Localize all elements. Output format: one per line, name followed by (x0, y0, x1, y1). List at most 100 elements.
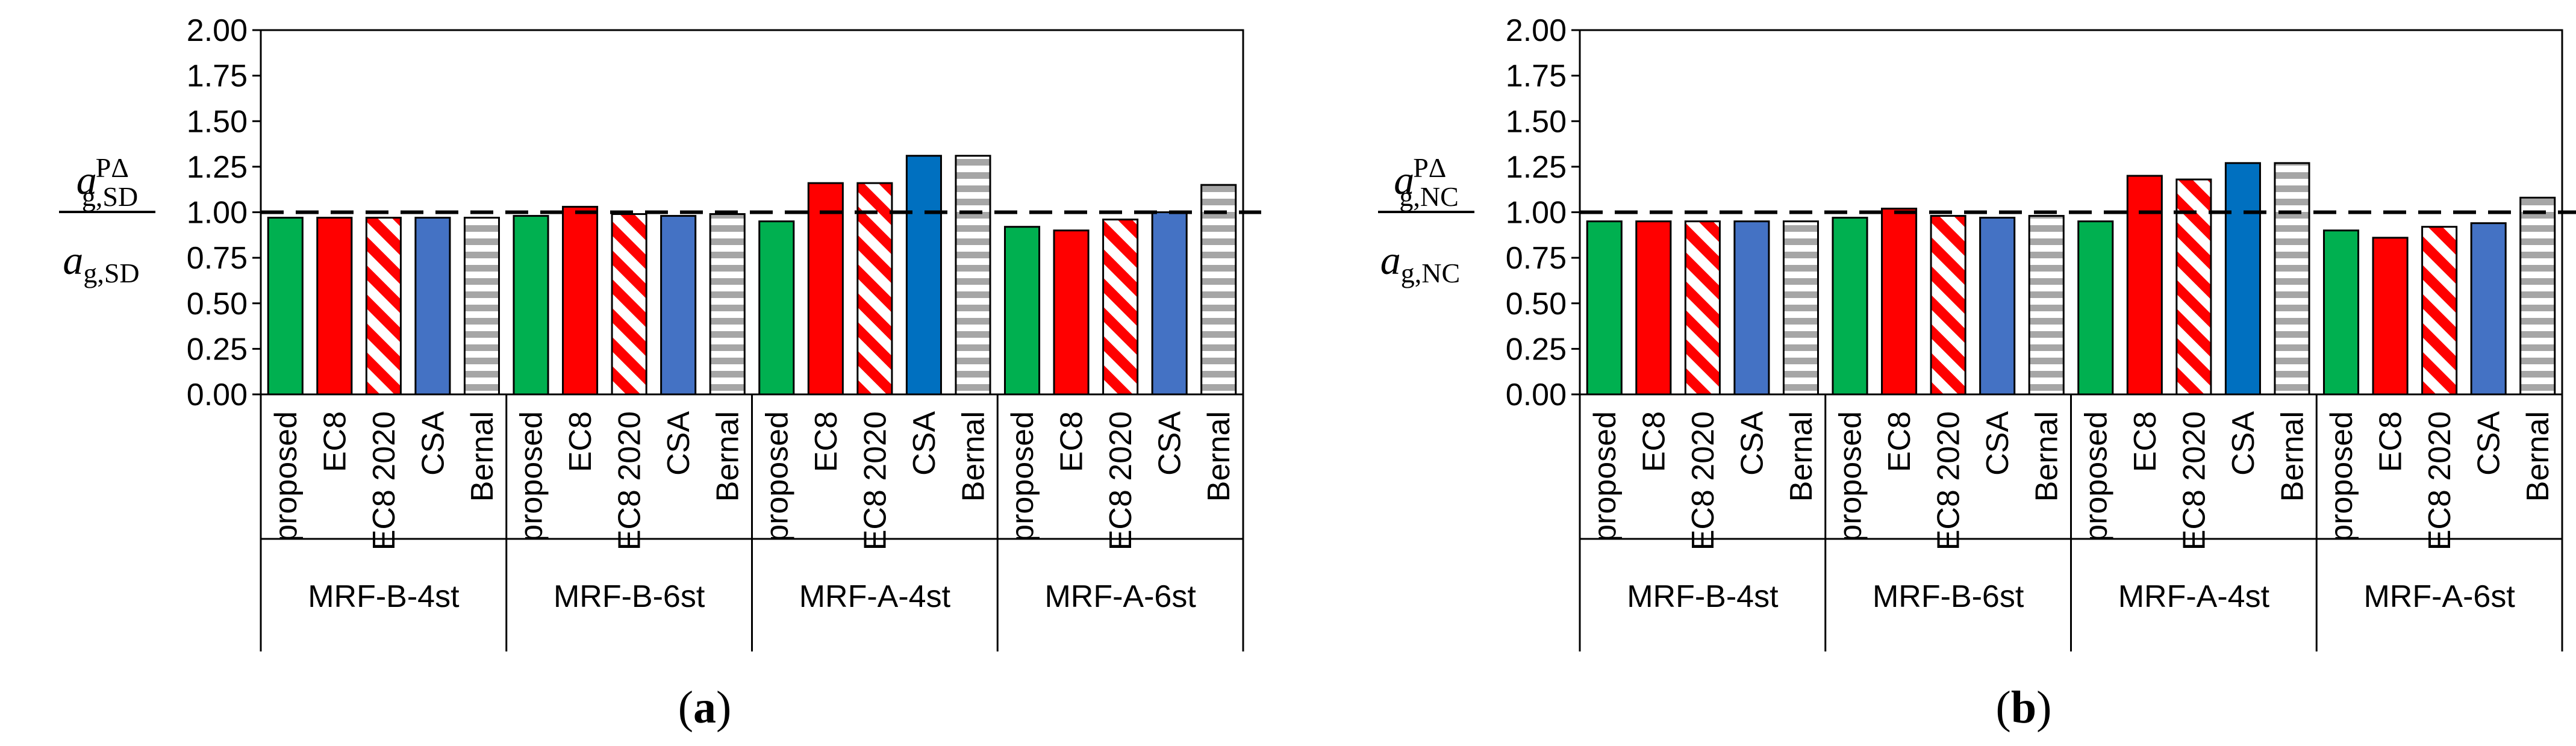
bar-MRF-A-6st-EC8 (2372, 237, 2409, 396)
x-group-label: MRF-A-6st (2363, 579, 2515, 614)
x-category-label: Bernal (1784, 411, 1819, 502)
bar-MRF-A-4st-proposed (2077, 220, 2114, 396)
bar-MRF-B-6st-CSA (660, 215, 697, 396)
bar-MRF-B-4st-EC8 (1635, 220, 1672, 396)
x-category-label: EC8 (1882, 411, 1917, 472)
y-tick-label: 1.50 (1506, 104, 1567, 139)
bar-MRF-A-6st-CSA (1151, 211, 1188, 396)
x-group-label: MRF-B-6st (554, 579, 705, 614)
bar-MRF-B-6st-EC8 (562, 205, 599, 396)
x-category-label: CSA (1153, 411, 1188, 476)
y-axis-label-denominator: ag,SD (63, 237, 139, 288)
y-tick-label: 0.50 (1506, 287, 1567, 322)
x-group-label: MRF-B-4st (308, 579, 460, 614)
y-axis-label-numerator: aPΔ g,NC (1394, 152, 1459, 212)
bar-MRF-B-6st-EC8-2020 (611, 213, 647, 396)
x-category-label: EC8 (1636, 411, 1671, 472)
y-tick-label: 1.25 (187, 150, 248, 185)
y-tick-label: 0.00 (1506, 378, 1567, 412)
x-category-label: EC8 (317, 411, 352, 472)
x-category-label: proposed (1833, 411, 1868, 542)
bar-MRF-B-4st-EC8-2020 (1684, 220, 1721, 396)
y-tick-label: 2.00 (187, 13, 248, 48)
bar-MRF-B-4st-EC8-2020 (365, 217, 402, 396)
x-category-label: EC8 2020 (858, 411, 893, 550)
y-tick-label: 0.75 (187, 241, 248, 276)
x-category-label: EC8 (1055, 411, 1090, 472)
bar-MRF-B-6st-proposed (513, 215, 549, 396)
x-category-label: EC8 (563, 411, 598, 472)
chart-panel-a: 0.00 0.25 0.50 0.75 1.00 1.25 1.50 1.75 2.00 aPΔ g… (59, 13, 1261, 733)
x-category-label: EC8 2020 (367, 411, 402, 550)
x-group-label: MRF-B-4st (1627, 579, 1779, 614)
bar-MRF-A-6st-proposed (2322, 229, 2360, 396)
x-category-label: CSA (1980, 411, 2015, 476)
bar-MRF-B-4st-CSA (414, 217, 451, 396)
x-category-label: EC8 (2128, 411, 2163, 472)
bar-MRF-B-4st-CSA (1733, 220, 1770, 396)
x-category-label: EC8 2020 (2177, 411, 2212, 550)
y-tick-label: 1.00 (1506, 196, 1567, 231)
x-category-label: Bernal (711, 411, 746, 502)
bar-MRF-A-4st-EC8-2020 (856, 182, 893, 396)
x-category-label: EC8 (2374, 411, 2409, 472)
x-group-label: MRF-A-6st (1044, 579, 1196, 614)
x-category-label: EC8 2020 (2422, 411, 2457, 550)
x-category-label: EC8 2020 (1686, 411, 1721, 550)
bar-MRF-A-4st-proposed (758, 220, 795, 396)
y-tick-label: 1.25 (1506, 150, 1567, 185)
y-tick-label: 1.50 (187, 104, 248, 139)
x-category-label: proposed (1005, 411, 1040, 542)
x-group-label: MRF-A-4st (799, 579, 951, 614)
bar-MRF-B-6st-Bernal (2028, 215, 2065, 396)
x-category-label: CSA (907, 411, 942, 476)
bar-MRF-B-6st-proposed (1832, 217, 1868, 396)
bar-MRF-A-4st-Bernal (955, 155, 991, 396)
x-category-label: Bernal (956, 411, 991, 502)
bar-MRF-B-4st-EC8 (316, 217, 353, 396)
y-tick-label: 0.25 (1506, 332, 1567, 367)
x-category-label: proposed (514, 411, 549, 542)
bar-MRF-A-4st-EC8 (2126, 175, 2163, 396)
x-category-label: Bernal (2030, 411, 2065, 502)
bar-MRF-B-6st-Bernal (709, 213, 746, 396)
bar-MRF-A-6st-Bernal (2519, 196, 2556, 396)
bar-MRF-A-4st-CSA (2224, 162, 2261, 396)
y-axis-label-denominator: ag,NC (1380, 237, 1460, 288)
x-category-label: Bernal (2521, 411, 2556, 502)
bar-MRF-A-4st-CSA (905, 155, 942, 396)
x-category-label: EC8 2020 (613, 411, 647, 550)
y-tick-label: 1.75 (187, 59, 248, 94)
bar-MRF-B-6st-EC8-2020 (1930, 215, 1966, 396)
x-group-label: MRF-A-4st (2118, 579, 2270, 614)
y-tick-label: 0.50 (187, 287, 248, 322)
chart-panel-b: 0.00 0.25 0.50 0.75 1.00 1.25 1.50 1.75 2.00 aPΔ g… (1378, 13, 2576, 733)
x-category-label: CSA (2472, 411, 2507, 476)
x-category-label: CSA (2226, 411, 2261, 476)
bar-MRF-A-6st-Bernal (1200, 184, 1237, 396)
bar-MRF-A-6st-EC8 (1053, 229, 1090, 396)
y-tick-label: 0.75 (1506, 241, 1567, 276)
x-category-label: EC8 (809, 411, 844, 472)
y-tick-label: 0.00 (187, 378, 248, 412)
x-category-label: CSA (661, 411, 696, 476)
x-category-label: proposed (1588, 411, 1623, 542)
x-category-label: EC8 2020 (1103, 411, 1138, 550)
x-category-label: Bernal (1202, 411, 1237, 502)
y-axis-label-numerator: aPΔ g,SD (76, 152, 138, 212)
bar-MRF-B-4st-proposed (1586, 220, 1623, 396)
bar-MRF-A-6st-proposed (1003, 226, 1041, 396)
x-group-label: MRF-B-6st (1873, 579, 2024, 614)
bar-MRF-A-4st-EC8-2020 (2175, 178, 2212, 396)
x-category-label: proposed (269, 411, 304, 542)
x-category-label: CSA (1735, 411, 1770, 476)
x-category-label: CSA (416, 411, 451, 476)
bar-MRF-A-6st-EC8-2020 (1102, 219, 1139, 396)
bar-MRF-A-4st-EC8 (807, 182, 844, 396)
y-tick-label: 2.00 (1506, 13, 1567, 48)
bar-MRF-B-6st-EC8 (1881, 207, 1918, 396)
bar-MRF-A-6st-EC8-2020 (2421, 226, 2458, 396)
x-category-label: Bernal (465, 411, 500, 502)
y-tick-label: 0.25 (187, 332, 248, 367)
x-category-label: proposed (2079, 411, 2113, 542)
